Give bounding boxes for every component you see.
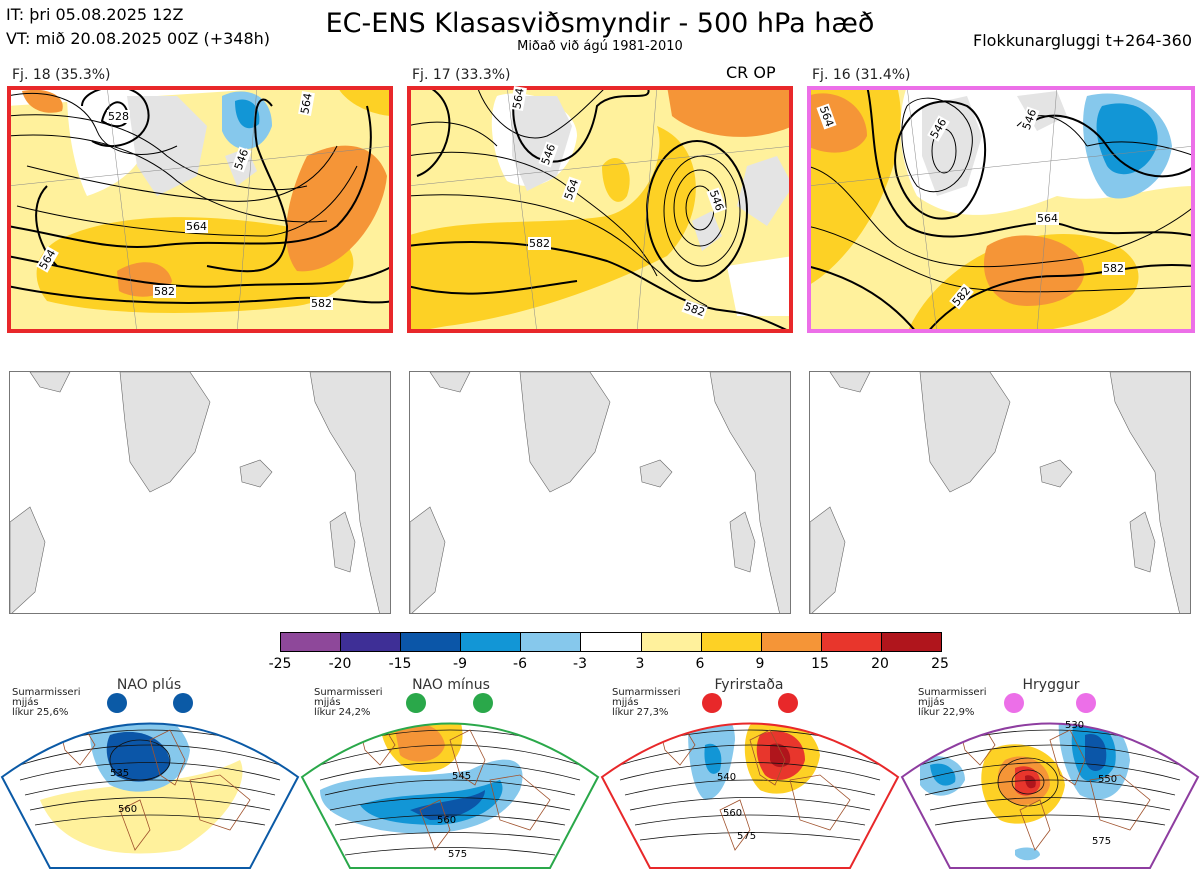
regime-contour-label: 560 [723,808,743,819]
colorbar-segment [701,633,762,651]
cluster-map-1 [7,86,393,333]
regime-map-4 [900,722,1200,869]
regime-season: Sumarmisseri [612,687,681,698]
contour-label: 582 [1102,262,1125,275]
contour-label: 582 [153,285,176,298]
colorbar-segment [341,633,402,651]
regime-contour-label: 545 [452,771,472,782]
regime-3-marker [702,693,722,713]
colorbar-segment [461,633,522,651]
colorbar-segment [761,633,822,651]
regime-contour-label: 575 [737,831,757,842]
regime-contour-label: 575 [448,849,468,860]
colorbar-tick: 15 [811,656,829,672]
regime-contour-label: 530 [1065,720,1085,731]
cluster-map-3 [807,86,1195,333]
regime-4-name: Hryggur [1022,677,1080,693]
regime-map-2 [300,722,600,869]
regime-2-marker [406,693,426,713]
cluster-map-2 [407,86,793,333]
regime-contour-label: 575 [1092,836,1112,847]
regime-season: Sumarmisseri [918,687,987,698]
regime-2-marker [473,693,493,713]
regime-map-3 [600,722,900,869]
regime-2-name: NAO mínus [412,677,490,693]
colorbar-tick: 25 [931,656,949,672]
colorbar-tick: 6 [695,656,705,672]
colorbar-segment [281,633,342,651]
regime-4-info: Sumarmisseri mjjás líkur 22,9% [918,688,986,718]
colorbar-tick: -6 [513,656,527,672]
colorbar-segment [401,633,462,651]
colorbar-segment [641,633,702,651]
regime-season: Sumarmisseri [314,687,383,698]
regime-likelihood: líkur 27,3% [612,707,669,718]
regime-months: mjjás [12,697,39,708]
colorbar-tick: -25 [268,656,292,672]
regime-3-name: Fyrirstaða [714,677,784,693]
contour-label: 564 [1036,212,1059,225]
regime-4-marker [1004,693,1024,713]
colorbar-tick: 9 [755,656,765,672]
regime-2-info: Sumarmisseri mjjás líkur 24,2% [314,688,382,718]
regime-season: Sumarmisseri [12,687,81,698]
regime-1-marker [107,693,127,713]
regime-contour-label: 535 [110,768,130,779]
cluster-2-op-label: CR OP [726,63,776,82]
colorbar-segment [581,633,642,651]
regime-months: mjjás [918,697,945,708]
colorbar-tick: -20 [328,656,352,672]
regime-1-info: Sumarmisseri mjjás líkur 25,6% [12,688,80,718]
basemap-2 [409,371,791,614]
contour-label: 582 [528,237,551,250]
contour-label: 528 [107,110,130,123]
contour-label: 582 [310,297,333,310]
cluster-map-3-frame [807,86,1195,333]
regime-contour-label: 560 [437,815,457,826]
colorbar-tick: -15 [388,656,412,672]
colorbar [280,632,942,652]
colorbar-tick: -9 [453,656,467,672]
regime-4-marker [1076,693,1096,713]
page-title: EC-ENS Klasasviðsmyndir - 500 hPa hæð [325,8,875,39]
regime-map-1 [0,722,300,869]
regime-contour-label: 540 [717,772,737,783]
regime-1-name: NAO plús [116,677,182,693]
regime-1-marker [173,693,193,713]
basemap-1 [9,371,391,614]
colorbar-segment [521,633,582,651]
colorbar-tick: -3 [573,656,587,672]
regime-contour-label: 560 [118,804,138,815]
cluster-map-2-frame [407,86,793,333]
contour-label: 564 [185,220,208,233]
regime-likelihood: líkur 25,6% [12,707,69,718]
cluster-3-label: Fj. 16 (31.4%) [812,67,911,83]
basemap-3 [809,371,1191,614]
colorbar-segment [821,633,882,651]
regime-likelihood: líkur 24,2% [314,707,371,718]
colorbar-tick: 3 [635,656,645,672]
page-subtitle: Miðað við ágú 1981-2010 [517,39,683,54]
regime-months: mjjás [612,697,639,708]
regime-likelihood: líkur 22,9% [918,707,975,718]
cluster-1-label: Fj. 18 (35.3%) [12,67,111,83]
regime-3-info: Sumarmisseri mjjás líkur 27,3% [612,688,680,718]
colorbar-tick: 20 [871,656,889,672]
cluster-2-label: Fj. 17 (33.3%) [412,67,511,83]
colorbar-segment [881,633,942,651]
cluster-map-1-frame [7,86,393,333]
regime-contour-label: 550 [1098,774,1118,785]
valid-time: VT: mið 20.08.2025 00Z (+348h) [6,29,271,48]
clustering-window: Flokkunargluggi t+264-360 [973,31,1192,50]
init-time: IT: þri 05.08.2025 12Z [6,5,184,24]
regime-months: mjjás [314,697,341,708]
regime-3-marker [778,693,798,713]
